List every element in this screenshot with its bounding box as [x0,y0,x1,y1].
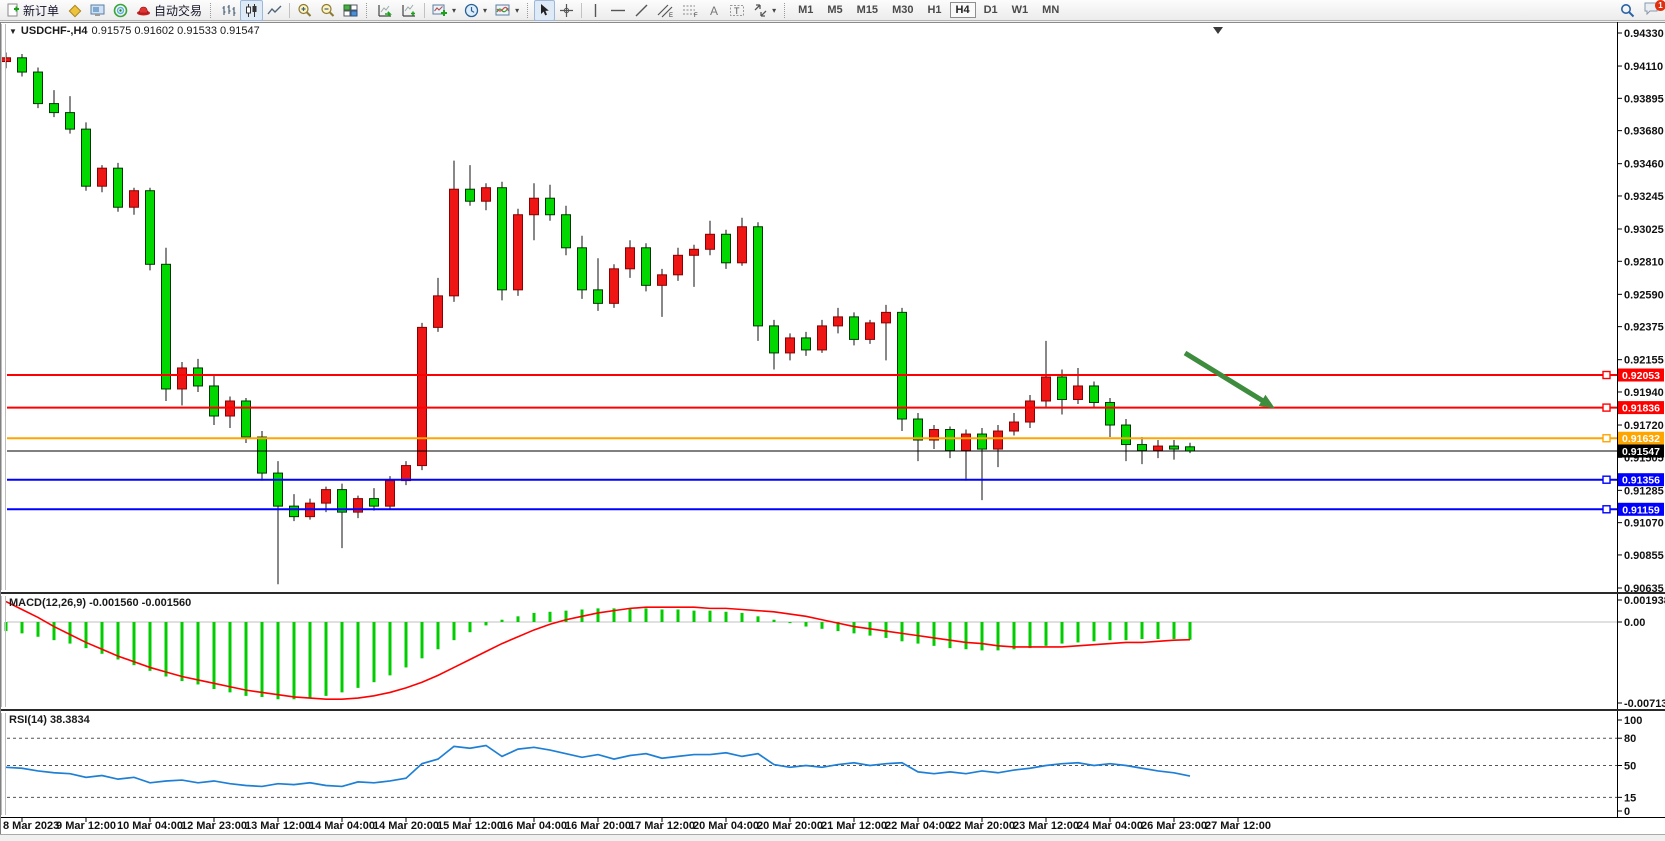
svg-text:T: T [734,6,740,16]
dropdown-arrow-icon: ▾ [483,5,488,15]
expert-advisor-hat-icon [137,6,151,15]
signals-broadcast-icon [113,3,128,17]
rsi-label: RSI(14) 38.3834 [9,714,90,726]
one-click-trading-toggle-icon[interactable]: ▼ [9,26,17,36]
chart-ohlc-values: 0.91575 0.91602 0.91533 0.91547 [91,25,260,37]
zoom-in-button[interactable] [293,0,316,21]
clock-icon [464,3,479,17]
timeframe-button-m15[interactable]: M15 [856,4,879,16]
time-axis-panel[interactable] [0,818,1665,834]
trendline-icon [635,4,648,16]
arrows-tool-button[interactable]: ▾ [749,0,780,21]
timeframe-button-mn[interactable]: MN [1042,4,1060,16]
cursor-tool-button[interactable] [534,0,556,21]
chart-panel-grip[interactable] [1,24,6,590]
zoom-out-button[interactable] [316,0,339,21]
rsi-panel-grip[interactable] [1,713,6,815]
notification-badge: 1 [1655,0,1665,11]
tile-windows-icon [343,4,358,16]
zoom-out-icon [321,3,335,17]
horizontal-line-tool-button[interactable] [606,0,630,21]
cursor-arrow-icon [541,4,549,16]
chart-title: ▼ USDCHF-,H4 0.91575 0.91602 0.91533 0.9… [9,25,260,37]
rsi-indicator-panel[interactable] [0,711,1665,817]
template-chart-icon [495,4,510,15]
horizontal-line-icon [611,9,626,11]
indicators-button[interactable]: ▾ [428,0,460,21]
signals-button[interactable] [109,0,132,21]
candlestick-mode-button[interactable] [240,0,264,21]
timeframe-button-h4[interactable]: H4 [949,2,976,18]
main-chart-panel[interactable] [0,22,1665,592]
new-order-label: 新订单 [23,3,60,18]
svg-text:F: F [694,13,698,18]
dropdown-arrow-icon: ▾ [772,5,777,15]
profile-diamond-icon [68,4,82,17]
auto-scroll-icon [378,4,392,17]
svg-text:E: E [669,13,673,18]
chart-shift-button[interactable] [397,0,421,21]
new-order-icon [7,3,19,17]
arrow-objects-icon [754,3,767,17]
notifications-button[interactable]: 1 [1643,0,1665,21]
profiles-button[interactable] [63,0,86,21]
ohlc-bars-icon [222,4,236,16]
text-a-icon: A [710,4,718,18]
timeframe-button-h1[interactable]: H1 [927,4,942,16]
text-tool-button[interactable]: A [703,0,725,21]
vertical-line-tool-button[interactable] [585,0,606,21]
toolbar-right-group: 1 [1620,0,1665,21]
toolbar-separator [289,2,291,18]
toolbar-grip[interactable] [210,2,213,18]
timeframe-button-m30[interactable]: M30 [892,4,914,16]
toolbar-grip[interactable] [366,2,369,18]
toolbar-separator [581,2,583,18]
toolbar-grip[interactable] [527,2,530,18]
crosshair-tool-button[interactable] [555,0,578,21]
chart-symbol-label: USDCHF-,H4 [20,25,88,37]
trendline-tool-button[interactable] [630,0,653,21]
timeframe-button-m5[interactable]: M5 [827,4,843,16]
timeframe-button-m1[interactable]: M1 [798,4,814,16]
templates-button[interactable]: ▾ [491,0,523,21]
toolbar-separator [424,2,426,18]
fibonacci-icon: F [683,5,698,18]
tile-windows-button[interactable] [339,0,362,21]
periods-button[interactable]: ▾ [460,0,491,21]
market-watch-button[interactable] [86,0,109,21]
dropdown-arrow-icon: ▾ [452,5,457,15]
new-order-button[interactable]: 新订单 [2,0,63,21]
terminal-window-icon [90,4,105,16]
toolbar-grip[interactable] [784,2,787,18]
bar-chart-mode-button[interactable] [217,0,240,21]
line-chart-mode-button[interactable] [263,0,286,21]
autotrading-label: 自动交易 [154,3,203,18]
fibonacci-tool-button[interactable]: F [678,0,703,21]
dropdown-arrow-icon: ▾ [515,5,520,15]
macd-panel-grip[interactable] [1,596,6,707]
line-chart-icon [267,5,282,14]
channel-icon: E [657,4,673,18]
timeframe-toolbar: M1 M5 M15 M30 H1 H4 D1 W1 MN [791,2,1066,18]
text-label-icon: T [730,4,745,16]
svg-text:A: A [710,4,718,18]
zoom-in-icon [298,3,312,17]
autotrading-button[interactable]: 自动交易 [132,0,206,21]
timeframe-button-w1[interactable]: W1 [1011,4,1029,16]
candlestick-icon [246,3,257,17]
macd-indicator-panel[interactable] [0,594,1665,709]
main-toolbar: 新订单 自动交易 [0,0,1665,21]
chart-shift-icon [402,4,416,17]
equidistant-channel-tool-button[interactable]: E [653,0,678,21]
macd-label: MACD(12,26,9) -0.001560 -0.001560 [9,597,192,609]
timeframe-button-d1[interactable]: D1 [983,4,998,16]
text-label-tool-button[interactable]: T [725,0,749,21]
auto-scroll-button[interactable] [373,0,397,21]
indicators-list-icon [432,4,448,16]
vertical-line-icon [594,3,597,17]
crosshair-icon [560,3,574,17]
search-icon[interactable] [1620,3,1635,18]
